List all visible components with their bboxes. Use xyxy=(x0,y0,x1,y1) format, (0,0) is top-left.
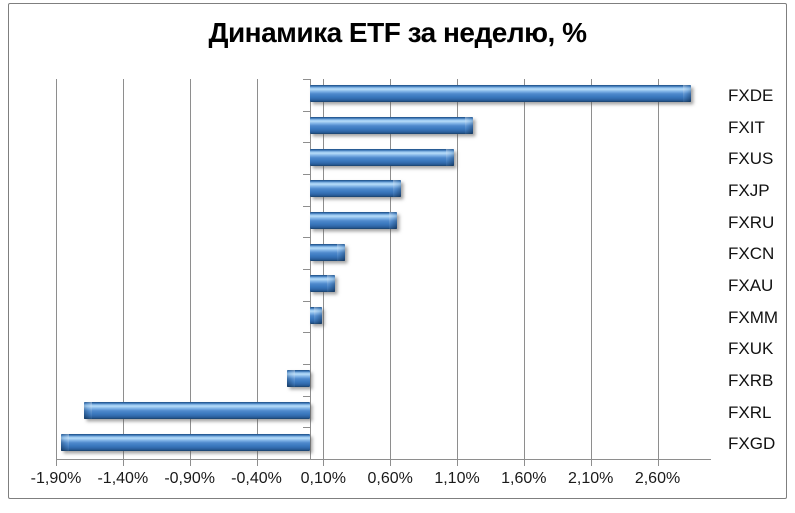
bar-fxgd xyxy=(61,433,310,451)
x-axis-tick xyxy=(256,460,258,466)
y-axis-tick xyxy=(302,300,310,302)
bar-fxit xyxy=(309,117,474,134)
gridline xyxy=(323,79,325,459)
bar-fxrl xyxy=(84,402,310,419)
x-axis-tick xyxy=(122,460,124,466)
chart-title: Динамика ETF за неделю, % xyxy=(208,17,587,48)
x-axis-tick xyxy=(189,460,191,466)
x-tick-label: 1,60% xyxy=(501,470,547,487)
y-axis-tick xyxy=(302,79,310,80)
y-axis-tick xyxy=(302,395,310,397)
x-tick-label: -1,90% xyxy=(30,470,82,487)
x-axis-line xyxy=(56,459,711,460)
x-axis-tick xyxy=(56,460,57,466)
gridline xyxy=(657,79,659,459)
gridline xyxy=(189,79,191,459)
category-label-fxde: FXDE xyxy=(728,85,774,105)
category-label-fxrb: FXRB xyxy=(728,370,774,390)
bar-fxcn xyxy=(309,243,345,261)
y-axis-tick xyxy=(302,459,310,460)
x-axis-tick xyxy=(590,460,592,466)
gridline xyxy=(590,79,592,459)
y-axis-tick xyxy=(302,174,310,175)
x-tick-label: 1,10% xyxy=(434,470,480,487)
y-axis-tick xyxy=(302,110,310,112)
y-axis-tick xyxy=(302,205,310,207)
y-axis-tick xyxy=(302,364,310,365)
y-axis-tick xyxy=(302,237,310,239)
x-tick-label: 2,10% xyxy=(568,470,614,487)
x-axis-tick xyxy=(390,460,392,466)
category-label-fxit: FXIT xyxy=(728,117,765,137)
bar-fxmm xyxy=(309,307,323,324)
y-axis-tick xyxy=(302,332,310,334)
gridline xyxy=(256,79,258,459)
category-label-fxjp: FXJP xyxy=(728,180,770,200)
x-tick-label: -1,40% xyxy=(97,470,149,487)
y-axis-line xyxy=(309,79,311,459)
gridline xyxy=(390,79,392,459)
bar-fxau xyxy=(309,275,336,293)
bar-fxde xyxy=(309,85,691,103)
y-axis-tick xyxy=(302,269,310,270)
x-axis-tick xyxy=(457,460,459,466)
gridline xyxy=(122,79,124,459)
gridline xyxy=(56,79,57,459)
bar-fxus xyxy=(309,148,455,166)
category-label-fxgd: FXGD xyxy=(728,434,776,454)
category-label-fxru: FXRU xyxy=(728,212,775,232)
x-tick-label: -0,90% xyxy=(164,470,216,487)
x-axis-tick xyxy=(323,460,325,466)
category-label-fxmm: FXMM xyxy=(728,307,779,327)
gridline xyxy=(523,79,525,459)
bar-fxru xyxy=(309,212,397,229)
x-tick-label: -0,40% xyxy=(231,470,282,487)
plot-area: -1,90% -1,40% -0,90% -0,40% 0,10% 0,60% 1,10% 1… xyxy=(31,79,711,487)
category-label-fxus: FXUS xyxy=(728,149,774,169)
y-axis-tick xyxy=(302,142,310,144)
gridline xyxy=(457,79,459,459)
category-label-fxrl: FXRL xyxy=(728,402,772,422)
x-axis-tick xyxy=(657,460,659,466)
bar-fxrb xyxy=(287,370,310,388)
chart-frame: Динамика ETF за неделю, % -1,90% -1,40% -0… xyxy=(8,3,787,499)
x-tick-label: 0,10% xyxy=(300,470,347,487)
y-axis-tick xyxy=(302,427,310,429)
category-label-fxau: FXAU xyxy=(728,275,774,295)
bar-fxjp xyxy=(309,180,401,198)
x-tick-label: 2,60% xyxy=(634,470,681,487)
category-label-fxuk: FXUK xyxy=(728,339,774,359)
x-tick-label: 0,60% xyxy=(367,470,413,487)
category-label-fxcn: FXCN xyxy=(728,244,775,264)
x-axis-tick xyxy=(523,460,525,466)
